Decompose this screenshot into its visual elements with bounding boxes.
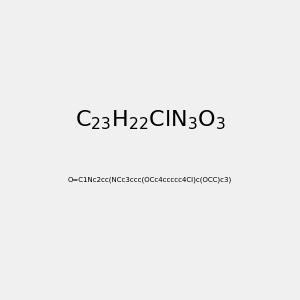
Text: $\mathregular{C_{23}H_{22}ClN_3O_3}$: $\mathregular{C_{23}H_{22}ClN_3O_3}$ [75,108,225,132]
Text: O=C1Nc2cc(NCc3ccc(OCc4ccccc4Cl)c(OCC)c3): O=C1Nc2cc(NCc3ccc(OCc4ccccc4Cl)c(OCC)c3) [68,177,232,183]
